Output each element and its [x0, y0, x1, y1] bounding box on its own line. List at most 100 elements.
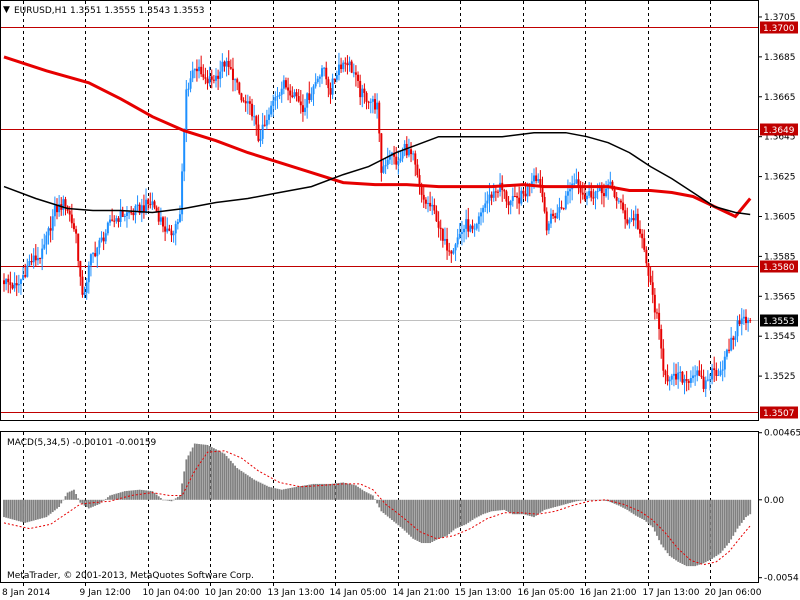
macd-bar: [323, 483, 326, 500]
candle-body: [212, 79, 215, 81]
macd-bar: [486, 499, 489, 513]
candle-body: [734, 336, 737, 340]
candle-body: [17, 283, 20, 286]
candle-body: [713, 368, 716, 371]
macd-bar: [215, 449, 217, 500]
macd-bar: [166, 499, 169, 501]
macd-bar: [480, 499, 482, 516]
candle-body: [125, 212, 128, 216]
candle-body: [371, 99, 374, 102]
candle-body: [503, 190, 506, 192]
macd-bar: [685, 499, 688, 567]
macd-bar: [509, 499, 512, 514]
candle-body: [15, 283, 18, 286]
candle-body: [728, 349, 731, 351]
macd-bar: [620, 499, 622, 507]
candle-body: [346, 63, 349, 66]
candle-body: [738, 320, 741, 325]
macd-bar: [634, 499, 637, 516]
dropdown-icon[interactable]: ▼: [3, 5, 10, 15]
macd-bar: [200, 444, 203, 500]
candle-body: [374, 99, 376, 110]
candle-body: [354, 72, 357, 75]
macd-bar: [605, 499, 607, 501]
macd-bar: [554, 499, 557, 507]
candle-body: [420, 185, 423, 195]
candle-body: [102, 237, 105, 242]
macd-bar: [488, 499, 491, 513]
macd-bar: [530, 499, 533, 517]
candle-body: [666, 375, 669, 382]
candle-body: [643, 238, 646, 250]
macd-bar: [217, 450, 220, 500]
candle-body: [441, 228, 444, 241]
macd-bar: [249, 476, 251, 500]
macd-bar: [469, 499, 472, 522]
macd-bar: [104, 498, 107, 500]
macd-bar: [658, 499, 660, 541]
x-tick-label: 17 Jan 13:00: [643, 588, 700, 598]
candle-body: [477, 216, 480, 225]
macd-bar: [471, 499, 474, 520]
candle-body: [492, 191, 495, 198]
macd-bar: [306, 485, 309, 500]
candle-body: [361, 88, 364, 98]
candle-body: [22, 275, 25, 280]
macd-bar: [265, 485, 268, 500]
candle-body: [49, 228, 52, 231]
macd-bar: [376, 499, 379, 504]
macd-bar: [308, 484, 311, 500]
candle-body: [649, 275, 652, 283]
macd-bar: [68, 491, 71, 500]
candle-body: [560, 207, 563, 209]
candle-body: [706, 379, 709, 381]
macd-bar: [594, 499, 597, 501]
candle-body: [357, 74, 360, 81]
candle-body: [270, 105, 273, 115]
candle-body: [352, 72, 355, 74]
candle-body: [505, 191, 508, 202]
macd-signal-line: [3, 450, 751, 566]
candle-body: [513, 195, 516, 197]
candle-body: [662, 348, 665, 371]
macd-bar: [191, 447, 194, 500]
candle-body: [89, 254, 92, 266]
candle-body: [301, 105, 304, 112]
macd-bar: [681, 499, 684, 564]
macd-bar: [268, 486, 270, 500]
candle-body: [11, 284, 14, 289]
macd-bar: [374, 499, 376, 500]
macd-bar: [145, 490, 147, 500]
candle-body: [539, 179, 542, 186]
macd-bar: [102, 499, 105, 501]
candle-body: [138, 204, 141, 214]
macd-bar: [123, 491, 126, 500]
candle-body: [153, 201, 156, 208]
macd-bar: [85, 499, 88, 507]
macd-bar: [187, 455, 190, 500]
macd-bar: [365, 492, 368, 500]
macd-bar: [276, 488, 279, 500]
candle-body: [304, 107, 307, 112]
macd-bar: [424, 499, 427, 544]
candle-body: [9, 282, 12, 285]
macd-bar: [225, 456, 228, 500]
candle-body: [276, 95, 279, 98]
macd-bar: [289, 488, 292, 500]
candle-body: [687, 380, 690, 383]
macd-bar: [117, 492, 120, 500]
macd-bar: [567, 499, 569, 504]
y-tick-label: 1.3605: [764, 212, 796, 222]
candle-body: [450, 251, 453, 254]
macd-bar: [20, 499, 22, 522]
macd-bar: [90, 499, 92, 508]
candle-body: [511, 195, 514, 201]
macd-bar: [581, 499, 584, 501]
candle-body: [702, 376, 705, 389]
macd-bar: [501, 499, 504, 511]
candle-body: [471, 225, 474, 229]
candle-body: [484, 203, 487, 208]
candle-body: [83, 292, 86, 295]
macd-bar: [692, 499, 694, 567]
